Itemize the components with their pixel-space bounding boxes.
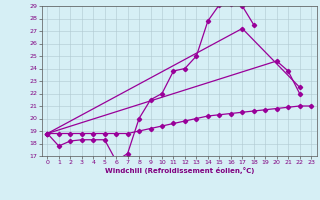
X-axis label: Windchill (Refroidissement éolien,°C): Windchill (Refroidissement éolien,°C)	[105, 167, 254, 174]
